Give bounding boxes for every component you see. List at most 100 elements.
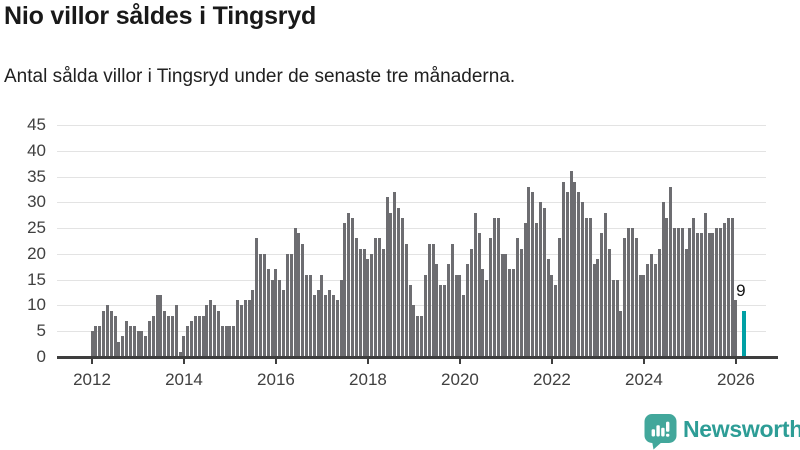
bar (696, 233, 700, 357)
bar (312, 295, 316, 357)
bar (213, 305, 217, 357)
bar (278, 280, 282, 357)
bar-chart: 0 5 10 15 20 25 30 35 40 45 2012 2014 2016 2018 2020 2… (27, 115, 778, 389)
newsworthy-wordmark: Newsworthy (683, 416, 800, 442)
bar (90, 331, 94, 357)
bar (492, 218, 496, 357)
bar (661, 202, 665, 357)
bar (389, 213, 393, 357)
gridline (57, 202, 766, 204)
y-tick-label: 25 (27, 218, 46, 238)
bar (324, 295, 328, 357)
bar (205, 305, 209, 357)
gridline (57, 279, 766, 281)
bar (343, 223, 347, 357)
bar (155, 295, 159, 357)
bar (561, 182, 565, 357)
bar (109, 311, 113, 357)
bar (247, 300, 251, 357)
bar (331, 295, 335, 357)
bar (282, 290, 286, 357)
bar (144, 336, 148, 357)
bar (619, 311, 623, 357)
bar (289, 254, 293, 357)
bar (297, 233, 301, 357)
bar (209, 300, 213, 357)
bar (132, 326, 136, 357)
bar (623, 238, 627, 357)
bar (730, 218, 734, 357)
bar (305, 275, 309, 357)
bar (481, 269, 485, 357)
bar (515, 238, 519, 357)
bar (404, 244, 408, 357)
bar (197, 316, 201, 357)
bar (508, 269, 512, 357)
bar (630, 228, 634, 357)
bar (201, 316, 205, 357)
bar (531, 192, 535, 357)
bar (703, 213, 707, 357)
bar (167, 316, 171, 357)
bar (443, 285, 447, 357)
bar (573, 182, 577, 357)
chart-title: Nio villor såldes i Tingsryd (4, 2, 317, 30)
bar (102, 311, 105, 357)
bar (584, 218, 588, 357)
bar (454, 275, 458, 357)
bar (473, 213, 477, 357)
y-tick-label: 40 (27, 140, 46, 160)
bar (270, 280, 274, 357)
bar (193, 316, 197, 357)
bar (255, 238, 259, 357)
bar (420, 316, 424, 357)
bar (615, 280, 619, 357)
x-tick-label: 2014 (165, 370, 203, 389)
bar (266, 269, 270, 357)
bar (450, 244, 454, 357)
bar (435, 264, 439, 357)
bar (159, 295, 163, 357)
bar (485, 280, 489, 357)
highlight-bar (742, 311, 746, 357)
y-tick-label: 30 (27, 192, 46, 212)
x-tick (183, 358, 186, 364)
bar (535, 223, 539, 357)
bar (393, 192, 397, 357)
bar (692, 218, 696, 357)
bar (569, 171, 573, 357)
bar (458, 275, 462, 357)
bar (328, 290, 332, 357)
y-tick-label: 20 (27, 243, 46, 263)
bar (408, 285, 412, 357)
bar (301, 244, 305, 357)
bar (216, 311, 220, 357)
bar (320, 275, 324, 357)
y-tick-label: 10 (27, 295, 46, 315)
x-tick-label: 2018 (349, 370, 387, 389)
bar (604, 213, 608, 357)
bar (243, 300, 247, 357)
bar (385, 197, 389, 357)
bar (362, 249, 366, 357)
bar (224, 326, 228, 357)
y-tick-label: 45 (27, 115, 46, 135)
bar (351, 218, 355, 357)
gridline (57, 176, 766, 178)
bar (565, 192, 569, 357)
bar (174, 305, 178, 357)
bar (431, 244, 435, 357)
bar (734, 300, 738, 357)
bar (170, 316, 174, 357)
x-tick (643, 358, 645, 364)
bar (186, 326, 190, 357)
bar (577, 192, 581, 357)
bar (688, 228, 692, 357)
bar (117, 342, 121, 357)
bar (477, 233, 481, 357)
x-tick-label: 2026 (717, 370, 755, 389)
bar (316, 290, 320, 357)
bar (220, 326, 224, 357)
bar (347, 213, 351, 357)
x-axis-line (57, 356, 778, 359)
